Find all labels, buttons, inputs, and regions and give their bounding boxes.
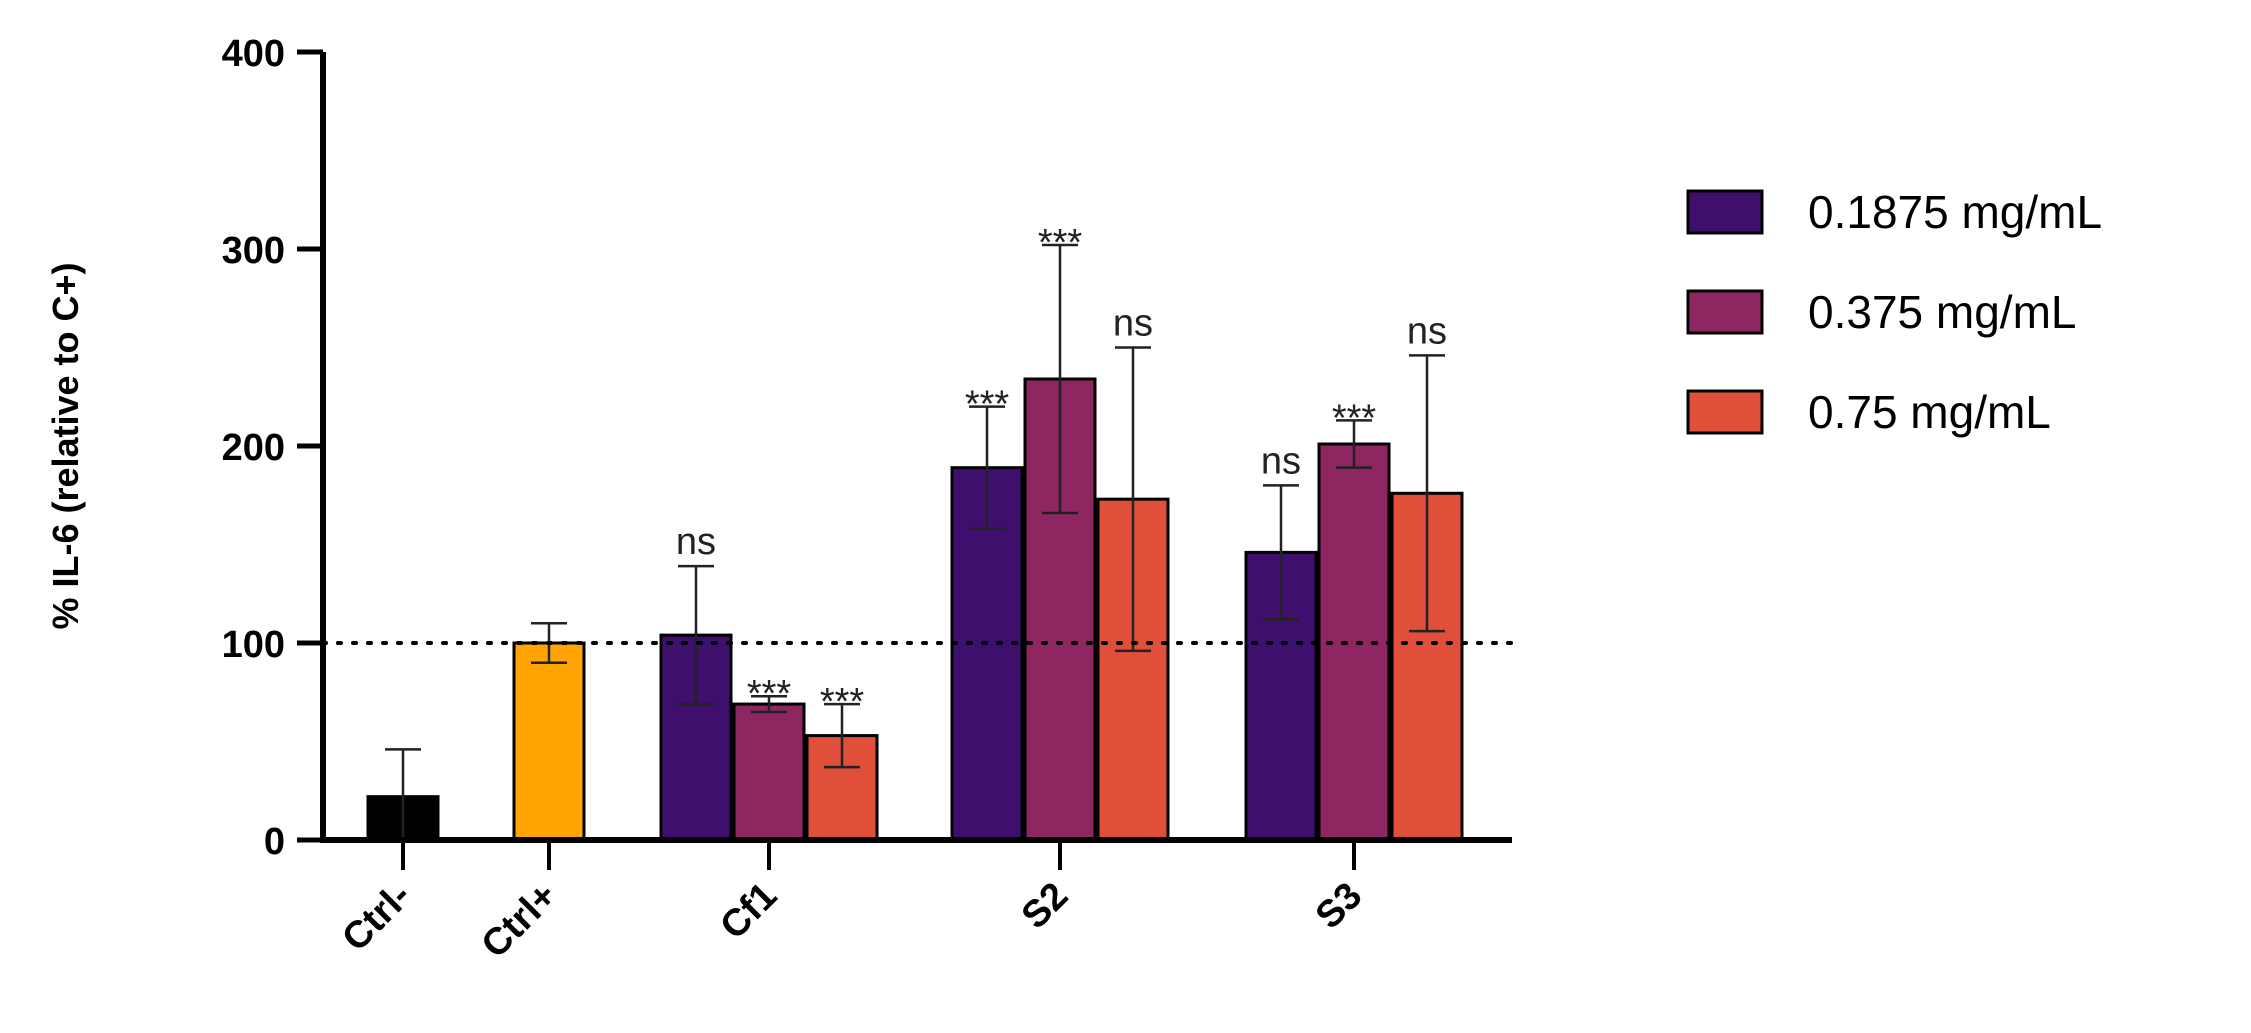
legend-label-2: 0.75 mg/mL [1808,386,2051,438]
bar-Ctrl+-0[interactable] [512,641,586,842]
significance-label-Cf1-0: ns [676,521,716,563]
significance-label-S2-1: *** [1038,222,1083,264]
significance-label-S3-1: *** [1332,397,1377,439]
x-tick-label-Ctrl-: Ctrl- [334,875,419,960]
legend-swatch-1 [1686,289,1764,335]
y-tick-label-200: 200 [222,427,285,469]
significance-label-S2-2: ns [1113,303,1153,345]
x-tick-label-Ctrl+: Ctrl+ [474,875,566,967]
bar-S2-1[interactable] [1023,377,1097,842]
legend-label-0: 0.1875 mg/mL [1808,186,2102,238]
x-tick-label-S3: S3 [1308,875,1371,938]
legend-label-1: 0.375 mg/mL [1808,286,2076,338]
bar-Cf1-1[interactable] [732,702,806,842]
significance-label-Cf1-1: *** [747,673,792,715]
legend-swatch-0 [1686,189,1764,235]
x-tick-label-Cf1: Cf1 [712,875,785,948]
significance-label-S2-0: *** [965,384,1010,426]
significance-label-S3-0: ns [1261,440,1301,482]
y-tick-label-100: 100 [222,624,285,666]
legend: 0.1875 mg/mL 0.375 mg/mL 0.75 mg/mL [1686,186,2102,438]
y-tick-label-0: 0 [264,821,285,863]
plot-area: % IL-6 (relative to C+) Ctrl- Ctrl+ ns *** **… [45,33,1514,967]
significance-label-Cf1-2: *** [820,681,865,723]
legend-swatch-2 [1686,389,1764,435]
significance-label-S3-2: ns [1407,310,1447,352]
y-axis-title: % IL-6 (relative to C+) [45,262,86,629]
x-tick-label-S2: S2 [1014,875,1077,938]
y-tick-label-300: 300 [222,230,285,272]
y-tick-label-400: 400 [222,33,285,75]
